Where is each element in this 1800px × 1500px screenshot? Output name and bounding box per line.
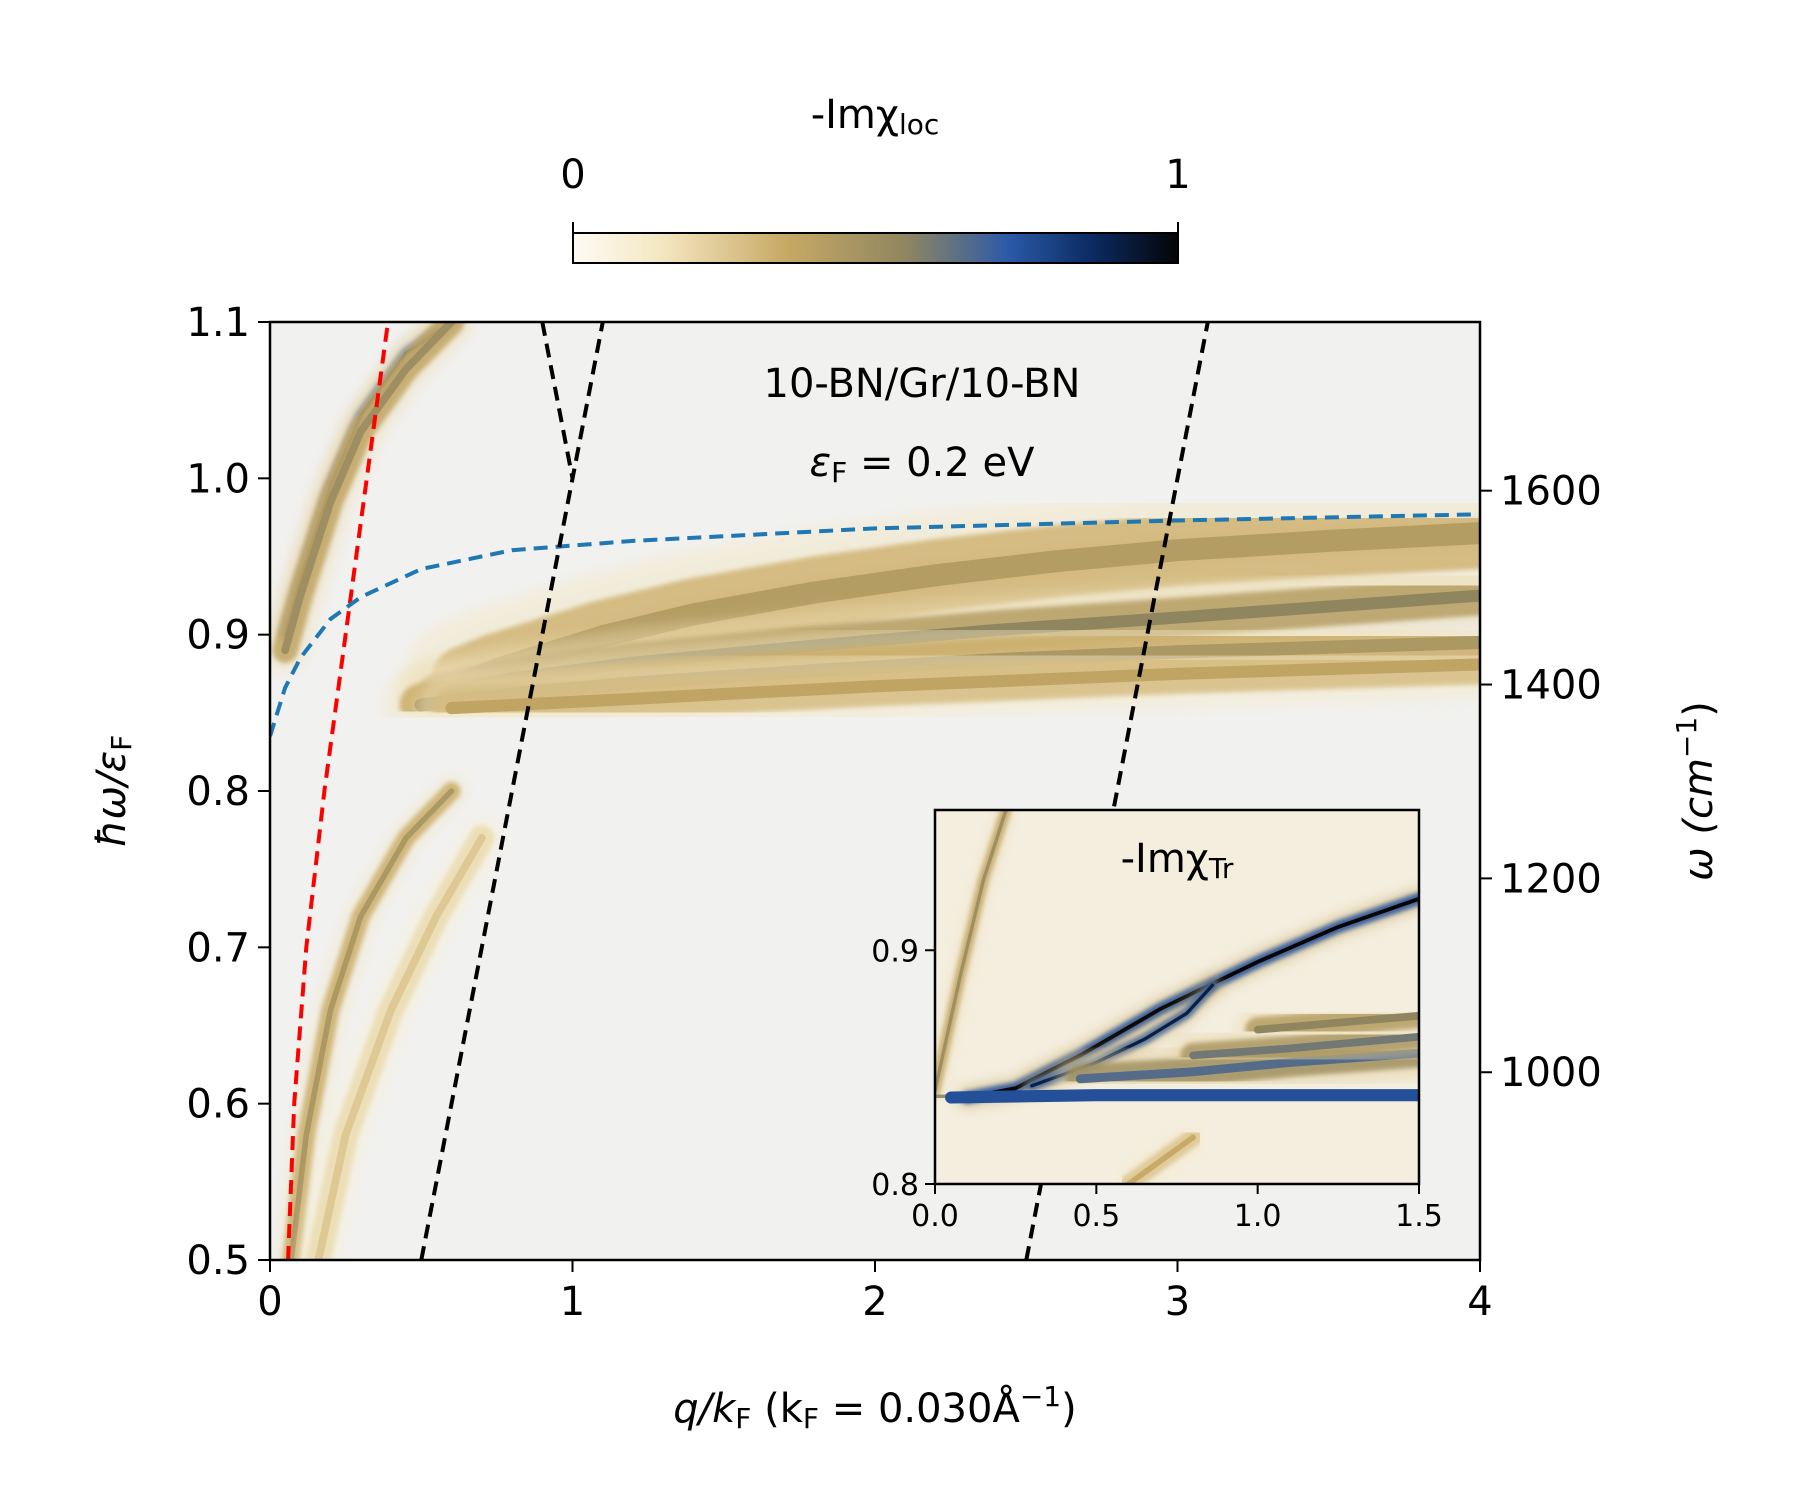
x-tick-label: 2 — [862, 1279, 887, 1325]
band-inset-lower — [1125, 1134, 1196, 1184]
y2-axis-ticks: 1000 1200 1400 1600 — [1480, 469, 1602, 1096]
colorbar: -Imχloc 0 1 — [560, 92, 1191, 264]
annotation-line2: εF = 0.2 eV — [810, 440, 1036, 489]
band-upper-left-shoulder — [281, 322, 456, 655]
y2-tick-label: 1400 — [1500, 663, 1602, 709]
y2-tick-label: 1000 — [1500, 1050, 1602, 1096]
inset-bands — [935, 810, 1419, 1184]
inset-x-tick-label: 0.5 — [1072, 1199, 1120, 1234]
x-tick-label: 4 — [1467, 1279, 1492, 1325]
colorbar-min-label: 0 — [560, 152, 585, 198]
y-tick-label: 1.1 — [186, 300, 250, 346]
y-axis-ticks: 0.5 0.6 0.7 0.8 0.9 1.0 1.1 — [186, 300, 270, 1284]
inset-y-tick-label: 0.8 — [871, 1168, 919, 1203]
dashed-line-red — [286, 322, 390, 1260]
y-tick-label: 0.9 — [186, 613, 250, 659]
band-lower-left-1 — [288, 788, 455, 1260]
colorbar-label: -Imχloc — [811, 92, 940, 141]
band-inset-left — [935, 810, 1008, 1093]
colorbar-gradient — [572, 232, 1179, 264]
x-tick-label: 3 — [1165, 1279, 1190, 1325]
band-fourth-band — [445, 658, 1480, 715]
inset-y-tick-label: 0.9 — [871, 934, 919, 969]
y-tick-label: 0.8 — [186, 769, 250, 815]
inset-axis-ticks: 0.0 0.5 1.0 1.5 0.8 0.9 — [871, 934, 1443, 1234]
x-axis-label: q/kF (kF = 0.030Å−1) — [673, 1380, 1076, 1435]
y-tick-label: 0.6 — [186, 1082, 250, 1128]
x-tick-label: 0 — [257, 1279, 282, 1325]
inset-x-tick-label: 1.5 — [1395, 1199, 1443, 1234]
band-inset-h4 — [1253, 1011, 1419, 1034]
colorbar-max-label: 1 — [1165, 152, 1190, 198]
y-tick-label: 1.0 — [186, 456, 250, 502]
y-tick-label: 0.5 — [186, 1238, 250, 1284]
annotation-line1: 10-BN/Gr/10-BN — [764, 361, 1081, 407]
x-tick-label: 1 — [560, 1279, 585, 1325]
band-lower-left-2 — [314, 834, 486, 1260]
inset-frame — [933, 808, 1421, 1186]
y2-axis-label: ω (cm−1) — [1670, 701, 1722, 881]
inset-x-tick-label: 1.0 — [1234, 1199, 1282, 1234]
dashed-line-black-2 — [540, 322, 575, 479]
y2-tick-label: 1200 — [1500, 856, 1602, 902]
dashed-line-black-1 — [419, 322, 605, 1260]
x-axis-ticks: 0 1 2 3 4 — [257, 1260, 1493, 1325]
y-tick-label: 0.7 — [186, 925, 250, 971]
inset-x-tick-label: 0.0 — [911, 1199, 959, 1234]
inset-plot: -ImχTr 0.0 0.5 1.0 1.5 0.8 0.9 — [871, 808, 1443, 1234]
dashed-line-blue — [270, 512, 1480, 737]
y2-tick-label: 1600 — [1500, 469, 1602, 515]
inset-label: -ImχTr — [1121, 836, 1234, 885]
y-axis-label: ħω/εF — [89, 735, 138, 848]
